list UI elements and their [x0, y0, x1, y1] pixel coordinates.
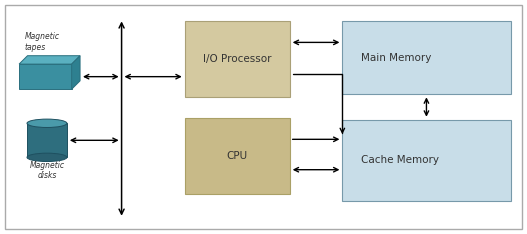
FancyBboxPatch shape: [5, 5, 522, 229]
FancyBboxPatch shape: [343, 120, 511, 201]
Polygon shape: [72, 56, 80, 89]
Text: Main Memory: Main Memory: [361, 53, 431, 63]
Polygon shape: [19, 56, 80, 64]
Text: Magnetic
disks: Magnetic disks: [30, 161, 64, 180]
FancyBboxPatch shape: [184, 21, 290, 97]
FancyBboxPatch shape: [19, 64, 72, 89]
Text: CPU: CPU: [227, 151, 248, 161]
Text: Cache Memory: Cache Memory: [361, 155, 439, 165]
FancyBboxPatch shape: [27, 123, 67, 157]
Text: Magnetic
tapes: Magnetic tapes: [24, 32, 60, 51]
Ellipse shape: [27, 153, 67, 161]
FancyBboxPatch shape: [343, 21, 511, 95]
FancyBboxPatch shape: [184, 118, 290, 194]
Text: I/O Processor: I/O Processor: [203, 54, 271, 64]
Ellipse shape: [27, 119, 67, 128]
